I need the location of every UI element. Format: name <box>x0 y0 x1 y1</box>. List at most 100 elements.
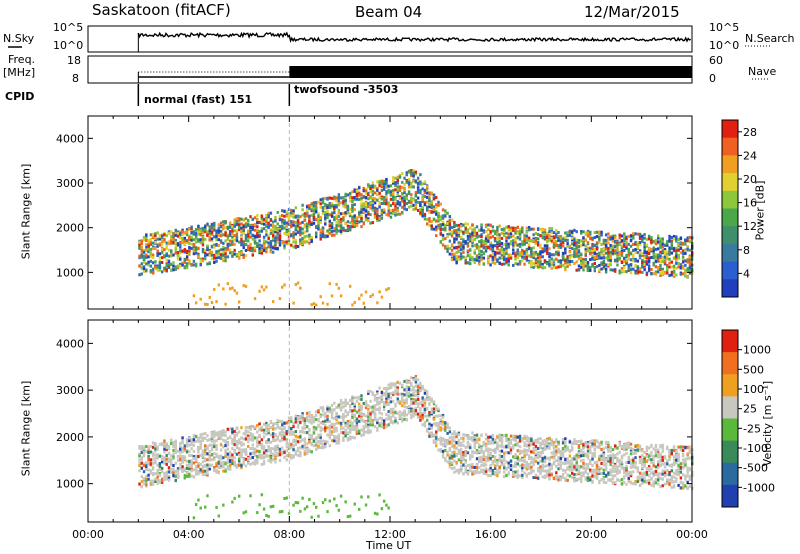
data-cell <box>242 462 245 466</box>
data-cell <box>348 225 352 229</box>
data-cell <box>396 212 399 216</box>
data-cell <box>213 432 216 436</box>
data-cell <box>457 257 461 261</box>
data-cell <box>224 252 227 256</box>
data-cell <box>190 441 193 445</box>
data-cell <box>666 254 669 258</box>
data-cell <box>593 251 596 255</box>
data-cell <box>613 251 617 255</box>
data-cell <box>190 235 193 239</box>
data-cell <box>183 242 187 246</box>
data-cell <box>287 442 291 446</box>
data-cell <box>204 228 207 232</box>
data-cell <box>530 247 533 251</box>
data-cell <box>539 260 542 264</box>
data-cell <box>197 464 200 468</box>
data-cell <box>283 427 286 431</box>
data-cell <box>330 403 334 407</box>
data-cell <box>149 458 153 462</box>
data-cell <box>681 266 685 270</box>
data-cell <box>509 229 513 233</box>
data-cell <box>677 256 680 260</box>
data-cell <box>163 441 166 445</box>
data-cell <box>548 262 551 266</box>
data-cell <box>228 459 232 463</box>
data-cell <box>260 244 264 248</box>
data-cell <box>215 300 218 304</box>
data-cell <box>557 252 560 256</box>
data-cell <box>183 231 187 235</box>
data-cell <box>353 208 356 212</box>
data-cell <box>668 250 671 254</box>
data-cell <box>403 207 406 211</box>
data-cell <box>179 466 182 470</box>
data-cell <box>666 240 669 244</box>
data-cell <box>156 264 159 268</box>
data-cell <box>679 266 683 270</box>
data-cell <box>258 239 261 243</box>
data-cell <box>170 458 173 462</box>
data-cell <box>478 262 481 266</box>
data-cell <box>430 225 433 229</box>
data-cell <box>299 420 302 424</box>
data-cell <box>296 225 300 229</box>
data-cell <box>650 239 653 243</box>
data-cell <box>654 242 658 246</box>
data-cell <box>333 215 336 219</box>
data-cell <box>604 243 608 247</box>
data-cell <box>319 429 322 433</box>
data-cell <box>256 511 259 515</box>
data-cell <box>514 251 517 255</box>
data-cell <box>355 217 359 221</box>
data-cell <box>271 246 275 250</box>
data-cell <box>269 426 273 430</box>
data-cell <box>428 205 431 209</box>
data-cell <box>219 253 223 257</box>
data-cell <box>294 438 298 442</box>
data-cell <box>226 457 230 461</box>
data-cell <box>138 240 141 244</box>
data-cell <box>514 241 517 245</box>
data-cell <box>546 251 549 255</box>
data-cell <box>342 426 345 430</box>
data-cell <box>281 452 284 456</box>
data-cell <box>204 452 207 456</box>
data-cell <box>480 258 483 262</box>
data-cell <box>226 465 230 469</box>
data-cell <box>598 237 601 241</box>
data-cell <box>604 247 608 251</box>
data-cell <box>536 261 540 265</box>
data-cell <box>231 427 234 431</box>
data-cell <box>167 254 171 258</box>
data-cell <box>240 443 243 447</box>
data-cell <box>471 256 474 260</box>
data-cell <box>457 255 461 259</box>
data-cell <box>185 240 189 244</box>
data-cell <box>167 231 171 235</box>
data-cell <box>278 238 282 242</box>
data-cell <box>448 232 452 236</box>
data-cell <box>455 257 458 261</box>
data-cell <box>355 189 359 193</box>
data-cell <box>163 458 166 462</box>
data-cell <box>305 416 309 420</box>
data-cell <box>326 407 329 411</box>
data-cell <box>668 257 671 261</box>
data-cell <box>251 425 254 429</box>
data-cell <box>271 427 275 431</box>
data-cell <box>256 449 259 453</box>
data-cell <box>521 252 524 256</box>
data-cell <box>258 234 261 238</box>
data-cell <box>217 226 221 230</box>
data-cell <box>312 425 316 429</box>
data-cell <box>310 450 313 454</box>
data-cell <box>387 206 390 210</box>
data-cell <box>174 473 177 477</box>
data-cell <box>242 442 245 446</box>
data-cell <box>641 253 644 257</box>
data-cell <box>348 191 352 195</box>
data-cell <box>217 252 221 256</box>
data-cell <box>602 253 606 257</box>
data-cell <box>215 243 218 247</box>
data-cell <box>154 444 157 448</box>
